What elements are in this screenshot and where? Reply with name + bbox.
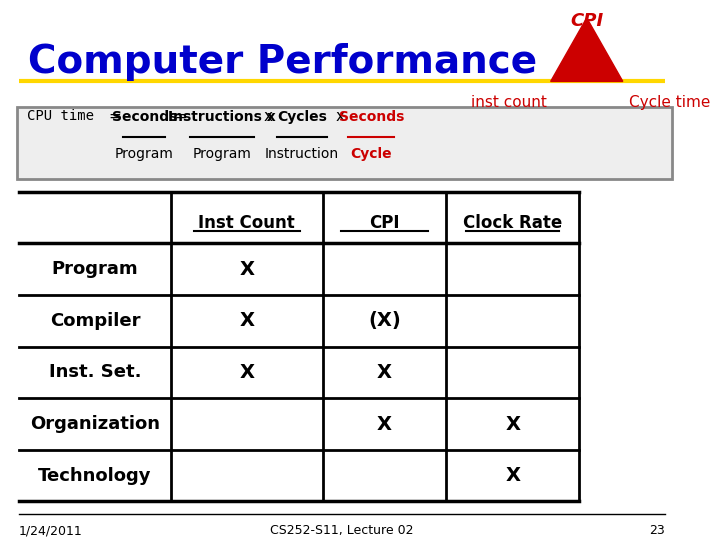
Text: Instruction: Instruction	[265, 147, 339, 161]
Text: CPU time: CPU time	[27, 109, 94, 123]
Text: =: =	[108, 109, 121, 124]
Text: Instructions x: Instructions x	[168, 110, 276, 124]
Text: X: X	[239, 363, 254, 382]
Polygon shape	[551, 18, 623, 82]
Text: x: x	[264, 109, 273, 124]
Text: Organization: Organization	[30, 415, 160, 433]
Text: x: x	[335, 109, 344, 124]
Text: Program: Program	[115, 147, 174, 161]
Text: Clock Rate: Clock Rate	[463, 214, 562, 232]
Text: Inst Count: Inst Count	[199, 214, 295, 232]
Text: Program: Program	[52, 260, 138, 278]
Text: 1/24/2011: 1/24/2011	[19, 524, 83, 537]
Text: Seconds: Seconds	[112, 110, 177, 124]
Text: CPI: CPI	[369, 214, 400, 232]
Text: Cycle time: Cycle time	[629, 96, 710, 110]
Text: Inst. Set.: Inst. Set.	[49, 363, 141, 381]
Text: (X): (X)	[368, 311, 401, 330]
Text: X: X	[239, 311, 254, 330]
Text: CS252-S11, Lecture 02: CS252-S11, Lecture 02	[270, 524, 413, 537]
Text: Computer Performance: Computer Performance	[29, 43, 538, 80]
Text: X: X	[377, 415, 392, 434]
FancyBboxPatch shape	[17, 107, 672, 179]
Text: Cycle: Cycle	[351, 147, 392, 161]
Text: X: X	[239, 260, 254, 279]
Text: inst count: inst count	[471, 96, 547, 110]
Text: =: =	[175, 109, 187, 124]
Text: Seconds: Seconds	[338, 110, 404, 124]
Text: Cycles: Cycles	[277, 110, 327, 124]
Text: X: X	[377, 363, 392, 382]
Text: Program: Program	[193, 147, 251, 161]
Text: X: X	[505, 466, 520, 485]
Text: CPI: CPI	[570, 12, 603, 30]
Text: Compiler: Compiler	[50, 312, 140, 330]
Text: 23: 23	[649, 524, 665, 537]
Text: X: X	[505, 415, 520, 434]
Text: Technology: Technology	[38, 467, 152, 485]
